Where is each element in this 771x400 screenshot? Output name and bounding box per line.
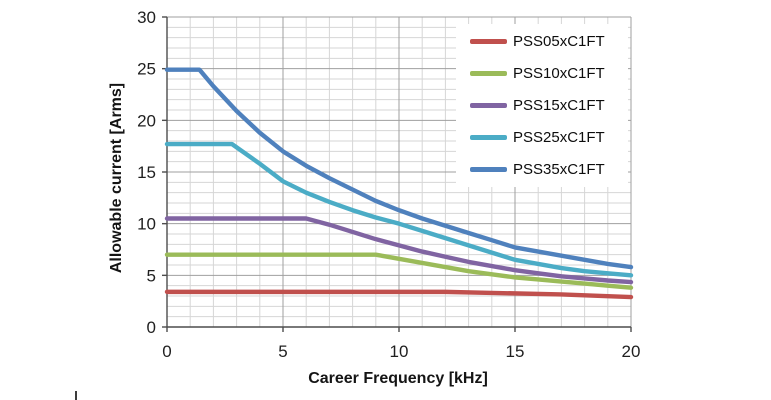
legend-swatch — [470, 167, 507, 172]
x-tick-label: 15 — [506, 342, 525, 361]
x-tick-label: 0 — [162, 342, 171, 361]
x-axis-title: Career Frequency [kHz] — [308, 370, 488, 387]
legend-item-PSS25xC1FT: PSS25xC1FT — [456, 122, 628, 154]
y-tick-label: 25 — [137, 60, 156, 79]
legend-item-PSS05xC1FT: PSS05xC1FT — [456, 26, 628, 58]
y-axis-title: Allowable current [Arms] — [108, 82, 125, 274]
x-tick-label: 5 — [278, 342, 287, 361]
series-line-PSS35xC1FT — [164, 67, 634, 270]
legend-swatch — [470, 71, 507, 76]
y-tick-label: 10 — [137, 215, 156, 234]
legend: PSS05xC1FT PSS10xC1FT PSS15xC1FT PSS25xC1FT… — [456, 24, 628, 187]
series-line-PSS25xC1FT — [164, 141, 634, 278]
legend-item-PSS35xC1FT: PSS35xC1FT — [456, 154, 628, 186]
x-tick-label: 20 — [622, 342, 641, 361]
series-line-PSS10xC1FT — [164, 252, 634, 290]
legend-item-PSS10xC1FT: PSS10xC1FT — [456, 58, 628, 90]
legend-swatch — [470, 39, 507, 44]
y-tick-label: 5 — [147, 266, 156, 285]
y-tick-label: 0 — [147, 318, 156, 337]
legend-label: PSS35xC1FT — [513, 161, 605, 178]
legend-label: PSS10xC1FT — [513, 65, 605, 82]
y-tick-label: 30 — [137, 8, 156, 27]
legend-swatch — [470, 103, 507, 108]
y-tick-label: 20 — [137, 111, 156, 130]
legend-label: PSS25xC1FT — [513, 129, 605, 146]
x-tick-label: 10 — [390, 342, 409, 361]
series-line-PSS05xC1FT — [164, 289, 634, 300]
series-line-PSS15xC1FT — [164, 216, 634, 285]
legend-label: PSS05xC1FT — [513, 33, 605, 50]
legend-swatch — [470, 135, 507, 140]
y-tick-label: 15 — [137, 163, 156, 182]
legend-item-PSS15xC1FT: PSS15xC1FT — [456, 90, 628, 122]
legend-label: PSS15xC1FT — [513, 97, 605, 114]
scan-artifact — [75, 391, 77, 400]
